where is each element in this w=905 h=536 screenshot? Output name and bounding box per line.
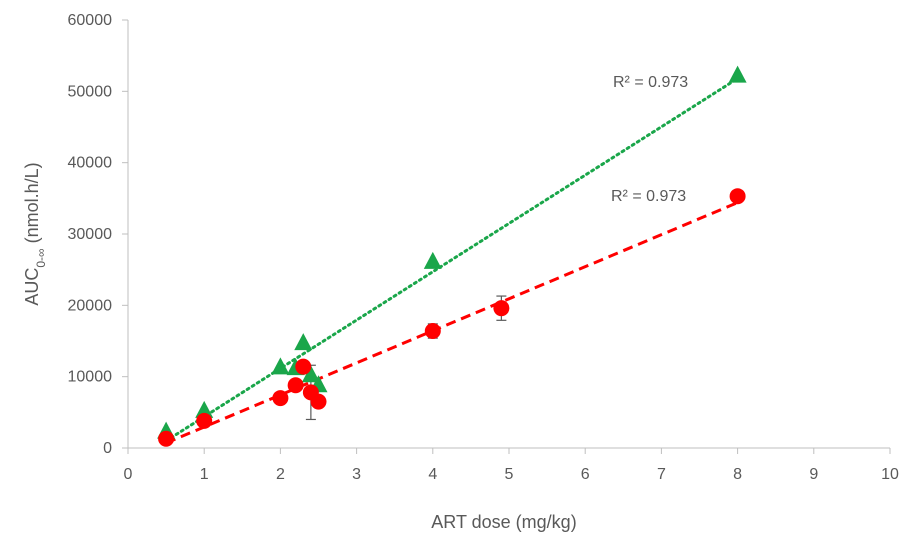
y-axis-title-unit: (nmol.h/L)	[22, 162, 42, 248]
trendline-series-2	[165, 201, 739, 445]
y-tick-label: 50000	[68, 83, 113, 100]
circle-point	[287, 377, 304, 394]
triangle-point	[301, 365, 320, 383]
y-axis-title: AUC0-∞ (nmol.h/L)	[22, 162, 48, 305]
x-tick-label: 6	[581, 466, 590, 483]
y-tick-label: 30000	[68, 226, 113, 243]
circle-point	[310, 393, 327, 410]
y-tick-label: 20000	[68, 297, 113, 314]
x-tick-label: 9	[809, 466, 818, 483]
x-tick-label: 3	[352, 466, 361, 483]
y-tick-label: 10000	[68, 369, 113, 386]
x-tick-label: 1	[200, 466, 209, 483]
x-tick-label: 8	[733, 466, 742, 483]
triangle-point	[728, 65, 747, 83]
y-tick-label: 0	[103, 440, 112, 457]
triangle-point	[271, 357, 290, 375]
x-tick-label: 10	[881, 466, 899, 483]
triangle-point	[195, 400, 214, 418]
x-tick-label: 4	[428, 466, 437, 483]
y-tick-label: 40000	[68, 155, 113, 172]
circle-point	[196, 412, 213, 429]
y-axis-title-subscript: 0-∞	[34, 248, 48, 267]
circle-point	[424, 323, 441, 340]
triangle-point	[423, 251, 442, 269]
x-tick-label: 5	[505, 466, 514, 483]
x-tick-label: 2	[276, 466, 285, 483]
y-axis-title-main: AUC	[22, 268, 42, 306]
r2-label-red: R² = 0.973	[611, 188, 686, 205]
trendline-series-1	[164, 76, 740, 443]
circle-point	[158, 430, 175, 447]
x-tick-label: 7	[657, 466, 666, 483]
x-axis-title: ART dose (mg/kg)	[431, 512, 576, 532]
triangle-point	[294, 333, 313, 351]
y-tick-label: 60000	[68, 12, 113, 29]
x-tick-label: 0	[124, 466, 133, 483]
circle-point	[493, 300, 510, 317]
circle-point	[729, 188, 746, 205]
circle-point	[272, 390, 289, 407]
r2-label-green: R² = 0.973	[613, 74, 688, 91]
circle-point	[295, 358, 312, 375]
